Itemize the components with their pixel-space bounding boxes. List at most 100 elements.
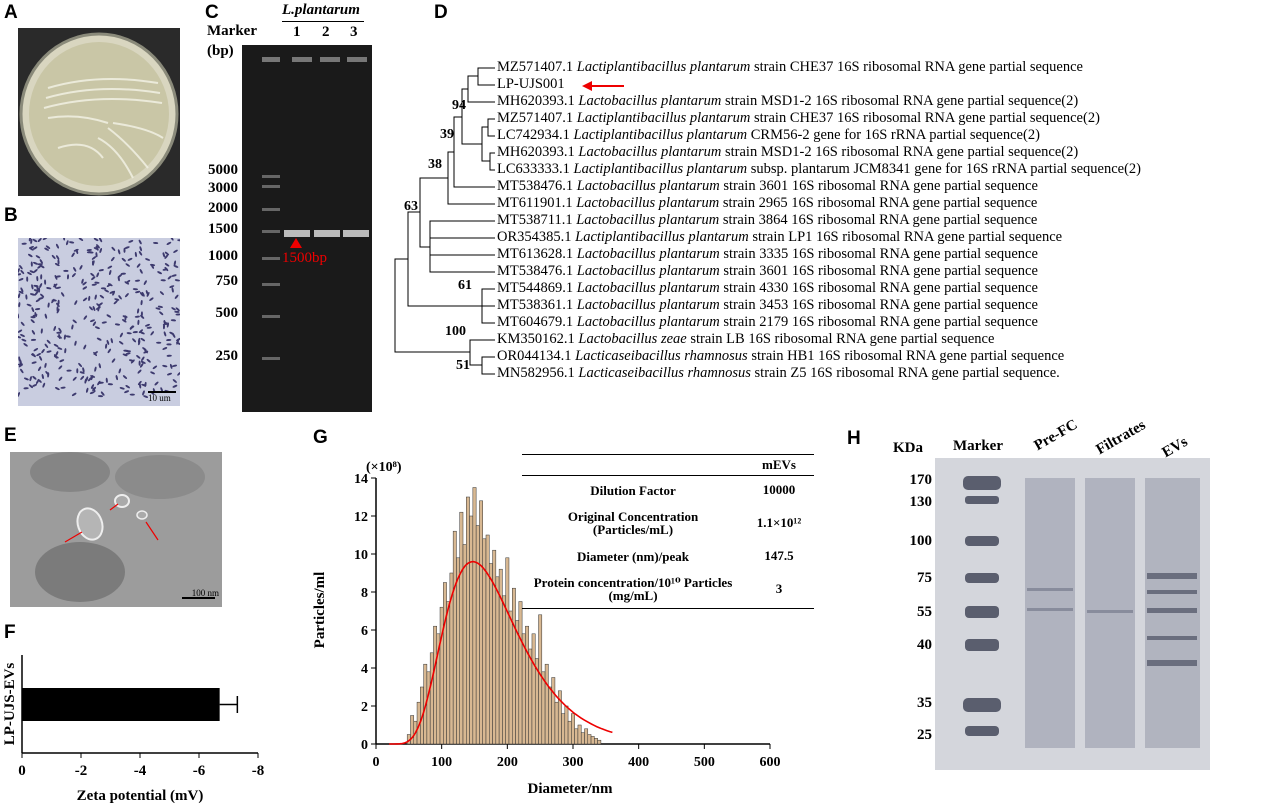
- sds-ladder-label: 170: [909, 472, 933, 488]
- node-39: 39: [440, 127, 454, 142]
- panel-label-b: B: [4, 205, 18, 226]
- tree-leaf: LP-UJS001: [497, 76, 565, 92]
- tree-leaf: MT613628.1 Lactobacillus plantarum strai…: [497, 246, 1038, 262]
- gel-lane-3: 3: [350, 24, 358, 40]
- g-hist-bar: [466, 496, 470, 745]
- tree-leaf: MT538711.1 Lactobacillus plantarum strai…: [497, 212, 1038, 228]
- sds-lane-prefc: Pre-FC: [1031, 416, 1081, 455]
- gel-unit-label: (bp): [207, 43, 234, 59]
- panel-label-g: G: [313, 427, 328, 448]
- g-x-tick-label: 600: [760, 755, 781, 770]
- g-hist-bar: [541, 671, 546, 745]
- panel-label-c: C: [205, 2, 219, 23]
- g-hist-bar: [518, 601, 523, 745]
- petri-dish-drawing: [19, 32, 179, 196]
- g-hist-bar: [508, 610, 513, 745]
- g-y-tick-label: 0: [361, 738, 368, 753]
- g-hist-bar: [531, 633, 536, 745]
- gel-bands: [262, 57, 369, 360]
- gram-stain-micrograph: 10 um: [18, 238, 180, 406]
- g-hist-bar: [538, 614, 543, 745]
- sds-ladder-label: 35: [917, 695, 932, 711]
- g-hist-bar: [571, 713, 575, 745]
- nta-table-row: Original Concentration (Particles/mL) 1.1×…: [567, 509, 802, 537]
- g-x-tick-label: 500: [694, 755, 715, 770]
- sds-ladder-label: 55: [917, 604, 932, 620]
- panel-label-f: F: [4, 622, 16, 643]
- nta-table-row: Protein concentration/10¹⁰ Particles (mg/…: [533, 575, 783, 603]
- g-hist-bar: [567, 720, 572, 745]
- g-hist-bar: [489, 563, 493, 745]
- g-hist-bar: [495, 576, 500, 745]
- nta-multiplier: (×10⁸): [366, 460, 402, 475]
- g-hist-bar: [452, 530, 457, 745]
- tree-leaf: MT611901.1 Lactobacillus plantarum strai…: [497, 195, 1038, 211]
- g-hist-bar: [587, 734, 592, 745]
- g-hist-bar: [485, 534, 490, 745]
- g-hist-bar: [584, 728, 589, 745]
- node-51: 51: [456, 358, 470, 373]
- gel-lane-1: 1: [293, 24, 301, 40]
- g-x-tick-label: 300: [563, 755, 584, 770]
- sds-bands: [963, 476, 1200, 748]
- f-x-tick-label: -6: [193, 763, 206, 779]
- gel-ladder-label: 5000: [208, 162, 238, 178]
- g-hist-bar: [492, 549, 497, 745]
- tree-leaf: MT538476.1 Lactobacillus plantarum strai…: [497, 178, 1038, 194]
- g-hist-bar: [525, 625, 529, 745]
- tree-leaf: MH620393.1 Lactobacillus plantarum strai…: [497, 93, 1079, 109]
- g-x-tick-label: 0: [373, 755, 380, 770]
- f-x-tick-label: -8: [252, 763, 265, 779]
- gel-ladder-label: 3000: [208, 180, 238, 196]
- tree-leaf: MZ571407.1 Lactiplantibacillus plantarum…: [497, 110, 1100, 126]
- g-hist-bar: [446, 601, 451, 745]
- f-x-label: Zeta potential (mV): [77, 788, 204, 804]
- panel-label-e: E: [4, 425, 17, 446]
- g-hist-bar: [475, 525, 480, 745]
- sds-ladder-label: 25: [917, 727, 932, 743]
- tree-leaf: MZ571407.1 Lactiplantibacillus plantarum…: [497, 59, 1083, 75]
- tree-leaf: MT604679.1 Lactobacillus plantarum strai…: [497, 314, 1038, 330]
- tree-leaf: LC742934.1 Lactiplantibacillus plantarum…: [497, 127, 1040, 143]
- g-fit-curve: [389, 560, 613, 745]
- g-y-tick-label: 4: [361, 662, 368, 677]
- gel-ladder-label: 500: [215, 305, 239, 321]
- g-hist-bar: [577, 724, 582, 745]
- nta-table-row: Diameter (nm)/peak 147.5: [576, 548, 794, 564]
- g-hist-bar: [521, 633, 526, 745]
- tree-leaf: LC633333.1 Lactiplantibacillus plantarum…: [497, 161, 1141, 177]
- sds-lane-marker: Marker: [953, 438, 1003, 454]
- g-y-tick-label: 8: [361, 586, 368, 601]
- gel-ladder-label: 2000: [208, 200, 238, 216]
- gel-ladder-label: 1500: [208, 221, 238, 237]
- g-hist-bar: [469, 515, 474, 745]
- sds-page-gel: [935, 458, 1210, 770]
- tem-micrograph: 100 nm: [10, 452, 222, 607]
- g-hist-bar: [561, 713, 566, 745]
- g-hist-bar: [574, 728, 579, 745]
- nta-chart: 0 2 4 6 8 10 12 14 0 100 200 300 400 500 600 Diameter/n…: [312, 472, 781, 797]
- g-y-tick-label: 6: [361, 624, 368, 639]
- node-38: 38: [428, 157, 442, 172]
- f-bar: [22, 688, 220, 721]
- node-63: 63: [404, 199, 418, 214]
- g-hist-bar: [528, 648, 533, 745]
- dna-gel-image: [242, 45, 372, 412]
- node-100: 100: [445, 324, 466, 339]
- g-hist-bar: [429, 652, 434, 745]
- panel-label-d: D: [434, 2, 448, 23]
- f-x-tick-label: 0: [18, 763, 26, 779]
- tree-leaf: KM350162.1 Lactobacillus zeae strain LB …: [497, 331, 995, 347]
- g-hist-bar: [564, 705, 569, 745]
- nta-col-header: mEVs: [762, 457, 796, 472]
- nta-table-row: Dilution Factor 10000: [590, 482, 796, 498]
- g-hist-bar: [505, 557, 510, 745]
- gel-ladder-label: 750: [215, 273, 239, 289]
- nta-table: mEVs Dilution Factor 10000 Original Concen…: [522, 454, 814, 609]
- g-y-label: Particles/ml: [312, 572, 328, 649]
- g-hist-bar: [456, 557, 460, 745]
- g-hist-bar: [594, 738, 598, 745]
- gel-title: L.plantarum: [282, 2, 360, 18]
- g-hist-bar: [580, 732, 585, 745]
- g-hist-bar: [515, 620, 520, 745]
